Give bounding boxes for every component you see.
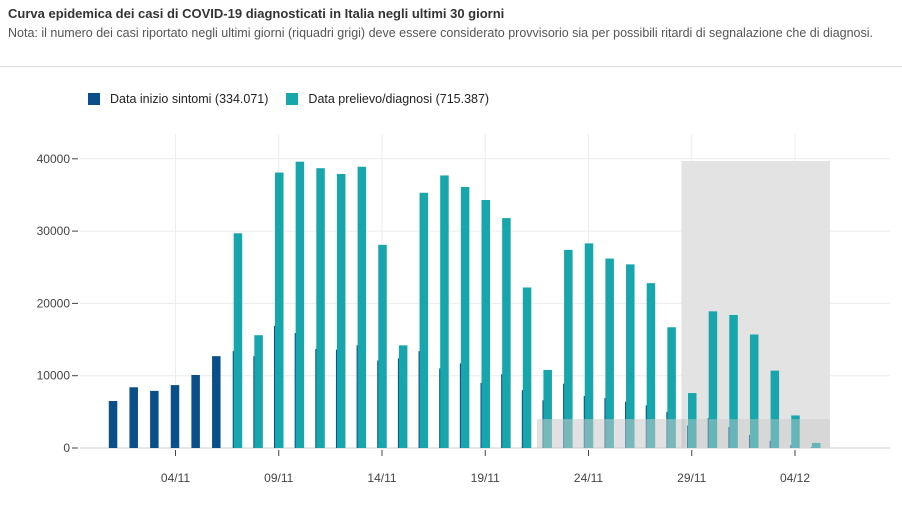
provisional-overlay-layer [536, 419, 830, 448]
bar-diagnosis [398, 345, 408, 448]
x-tick-label: 04/11 [161, 471, 190, 485]
bar-diagnosis [316, 168, 325, 448]
x-tick-label: 19/11 [471, 471, 500, 485]
bar-diagnosis [543, 369, 552, 448]
bar-diagnosis [440, 175, 449, 448]
bar-onset [108, 401, 118, 448]
bar-diagnosis [419, 192, 429, 448]
bar-diagnosis [667, 327, 676, 448]
bar-onset [170, 385, 180, 448]
bar-diagnosis [564, 249, 573, 448]
bar-diagnosis [233, 233, 243, 448]
legend-item-onset[interactable]: Data inizio sintomi (334.071) [88, 92, 268, 106]
bar-diagnosis [481, 200, 490, 448]
legend-label-onset: Data inizio sintomi (334.071) [110, 92, 269, 106]
bar-diagnosis [688, 393, 697, 448]
bar-onset [212, 356, 221, 448]
bar-diagnosis [357, 166, 367, 449]
y-tick-label: 30000 [37, 224, 71, 238]
bar-diagnosis [295, 161, 305, 448]
legend-item-diagnosis[interactable]: Data prelievo/diagnosi (715.387) [286, 92, 489, 106]
x-tick-label: 09/11 [264, 471, 293, 485]
legend-swatch-diagnosis [286, 93, 299, 105]
bar-layer [108, 161, 821, 449]
axis-layer: 0 10000 20000 30000 40000 04/11 09/11 14/11 19/1… [37, 152, 811, 485]
y-tick-label: 0 [63, 441, 70, 455]
bar-diagnosis [502, 218, 511, 448]
header-divider [0, 66, 902, 67]
bar-diagnosis [770, 370, 780, 448]
bar-diagnosis [791, 415, 800, 448]
bar-diagnosis [811, 442, 821, 448]
bar-diagnosis [275, 172, 284, 449]
x-tick-label: 04/12 [780, 471, 810, 485]
bar-diagnosis [605, 258, 614, 448]
bar-onset [129, 387, 138, 448]
chart-title: Curva epidemica dei casi di COVID-19 dia… [8, 6, 505, 21]
chart-legend: Data inizio sintomi (334.071) Data preli… [88, 92, 507, 106]
y-tick-label: 10000 [37, 369, 71, 383]
chart-note: Nota: il numero dei casi riportato negli… [8, 26, 874, 40]
bar-diagnosis [460, 186, 470, 448]
bar-diagnosis [522, 287, 532, 448]
bar-diagnosis [584, 243, 594, 448]
bar-diagnosis [336, 173, 346, 448]
bar-diagnosis [749, 334, 759, 448]
bar-diagnosis [378, 244, 387, 448]
provisional-shade-low-right [681, 419, 830, 448]
provisional-shade-low [536, 419, 686, 448]
bar-diagnosis [729, 314, 738, 448]
x-tick-label: 24/11 [574, 471, 603, 485]
legend-label-diagnosis: Data prelievo/diagnosi (715.387) [308, 92, 490, 106]
x-tick-label: 14/11 [367, 471, 396, 485]
bar-diagnosis [626, 264, 635, 448]
y-tick-label: 20000 [37, 296, 71, 310]
bar-diagnosis [646, 283, 656, 448]
bar-onset [150, 390, 159, 448]
legend-swatch-onset [88, 93, 100, 105]
x-tick-label: 29/11 [677, 471, 706, 485]
bar-diagnosis [708, 311, 718, 448]
y-tick-label: 40000 [37, 152, 71, 166]
bar-onset [191, 374, 200, 448]
bar-diagnosis [254, 335, 263, 448]
